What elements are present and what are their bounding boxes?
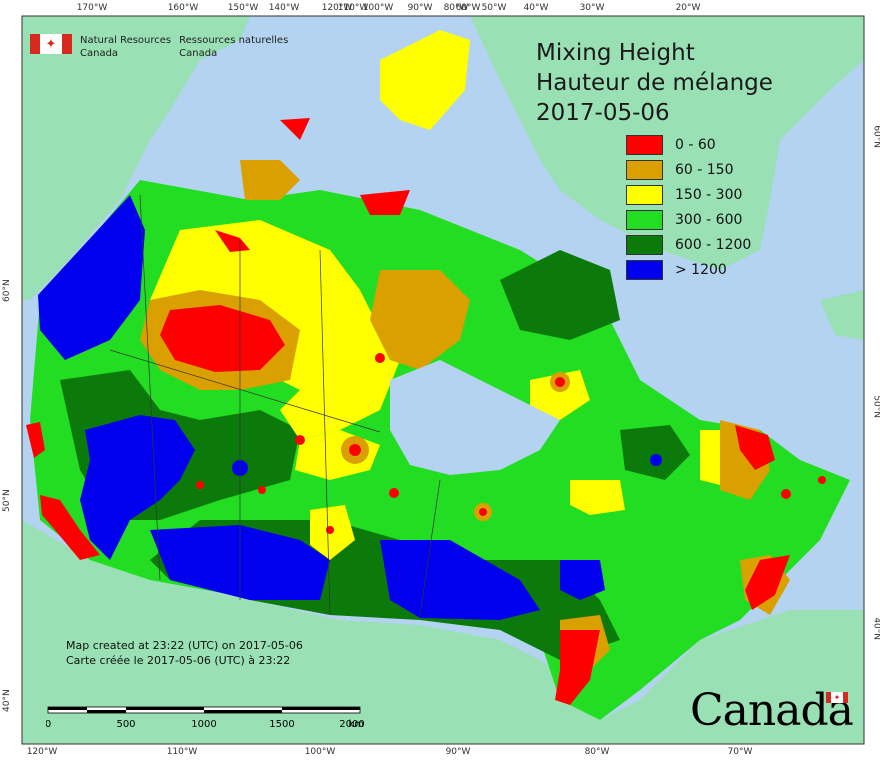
tick-top-10: 60°W — [455, 3, 481, 13]
tick-bottom-5: 80°W — [584, 747, 610, 757]
map-credits: Map created at 23:22 (UTC) on 2017-05-06… — [66, 638, 303, 668]
tick-bottom-4: 90°W — [445, 747, 471, 757]
tick-top-5: 120°W — [321, 3, 353, 13]
legend-label: 600 - 1200 — [675, 236, 752, 253]
tick-left-3: 40°N — [2, 689, 12, 712]
alaska-landmass — [22, 16, 250, 300]
legend-item: 150 - 300 — [626, 182, 751, 207]
tick-top-4: 140°W — [268, 3, 300, 13]
tick-bottom-1: 120°W — [26, 747, 58, 757]
scale-unit: km — [348, 719, 364, 730]
tick-top-3: 150°W — [227, 3, 259, 13]
tick-top-9: 80°W — [443, 3, 469, 13]
tick-right-1: 60°N — [872, 125, 880, 148]
provincial-borders — [109, 194, 441, 616]
tick-top-14: 20°W — [675, 3, 701, 13]
title-fr: Hauteur de mélange — [536, 70, 773, 96]
legend-item: > 1200 — [626, 257, 751, 282]
tick-top-7: 100°W — [362, 3, 394, 13]
usa-landmass — [22, 520, 864, 744]
tick-top-13: 30°W — [579, 3, 605, 13]
scale-bar: 0 500 1000 1500 2000 km — [46, 706, 365, 730]
title-date: 2017-05-06 — [536, 100, 670, 126]
tick-top-11: 50°W — [481, 3, 507, 13]
wordmark-flag-icon: ✦ — [826, 692, 848, 703]
tick-top-6: 110°W — [337, 3, 369, 13]
legend-swatch — [626, 134, 663, 155]
agency-name-fr: Ressources naturelles Canada — [179, 35, 289, 59]
legend-swatch — [626, 259, 663, 280]
legend-label: 300 - 600 — [675, 211, 743, 228]
tick-bottom-6: 70°W — [727, 747, 753, 757]
legend-label: 150 - 300 — [675, 186, 743, 203]
agency-signature: ✦ Natural Resources Canada Ressources na… — [30, 34, 288, 60]
legend-swatch — [626, 159, 663, 180]
map-frame — [21, 15, 865, 745]
canada-flag-icon: ✦ — [30, 34, 72, 54]
tick-bottom-3: 100°W — [304, 747, 336, 757]
legend-swatch — [626, 234, 663, 255]
tick-top-12: 40°W — [523, 3, 549, 13]
legend-swatch — [626, 209, 663, 230]
legend: 0 - 60 60 - 150 150 - 300 300 - 600 600 … — [626, 132, 751, 282]
credit-en: Map created at 23:22 (UTC) on 2017-05-06 — [66, 639, 303, 652]
tick-left-1: 60°N — [2, 279, 12, 302]
tick-top-2: 160°W — [167, 3, 199, 13]
agency-name-en: Natural Resources Canada — [80, 35, 172, 59]
legend-item: 300 - 600 — [626, 207, 751, 232]
scale-label-1500: 1500 — [269, 719, 294, 730]
legend-label: 60 - 150 — [675, 161, 734, 178]
tick-top-8: 90°W — [407, 3, 433, 13]
scale-label-0: 0 — [46, 719, 51, 730]
tick-top-1: 170°W — [76, 3, 108, 13]
iceland-landmass — [820, 290, 864, 340]
legend-item: 60 - 150 — [626, 157, 751, 182]
legend-item: 0 - 60 — [626, 132, 751, 157]
tick-bottom-2: 110°W — [166, 747, 198, 757]
greenland-landmass — [470, 16, 864, 270]
scale-label-2000: 2000 — [339, 719, 364, 730]
tick-left-2: 50°N — [2, 489, 12, 512]
tick-right-3: 40°N — [872, 617, 880, 640]
map-title: Mixing Height Hauteur de mélange 2017-05… — [536, 38, 773, 128]
legend-item: 600 - 1200 — [626, 232, 751, 257]
title-en: Mixing Height — [536, 40, 695, 66]
legend-label: > 1200 — [675, 261, 727, 278]
legend-label: 0 - 60 — [675, 136, 716, 153]
legend-swatch — [626, 184, 663, 205]
scale-label-500: 500 — [116, 719, 135, 730]
scale-label-1000: 1000 — [191, 719, 216, 730]
tick-right-2: 50°N — [872, 395, 880, 418]
credit-fr: Carte créée le 2017-05-06 (UTC) à 23:22 — [66, 654, 291, 667]
